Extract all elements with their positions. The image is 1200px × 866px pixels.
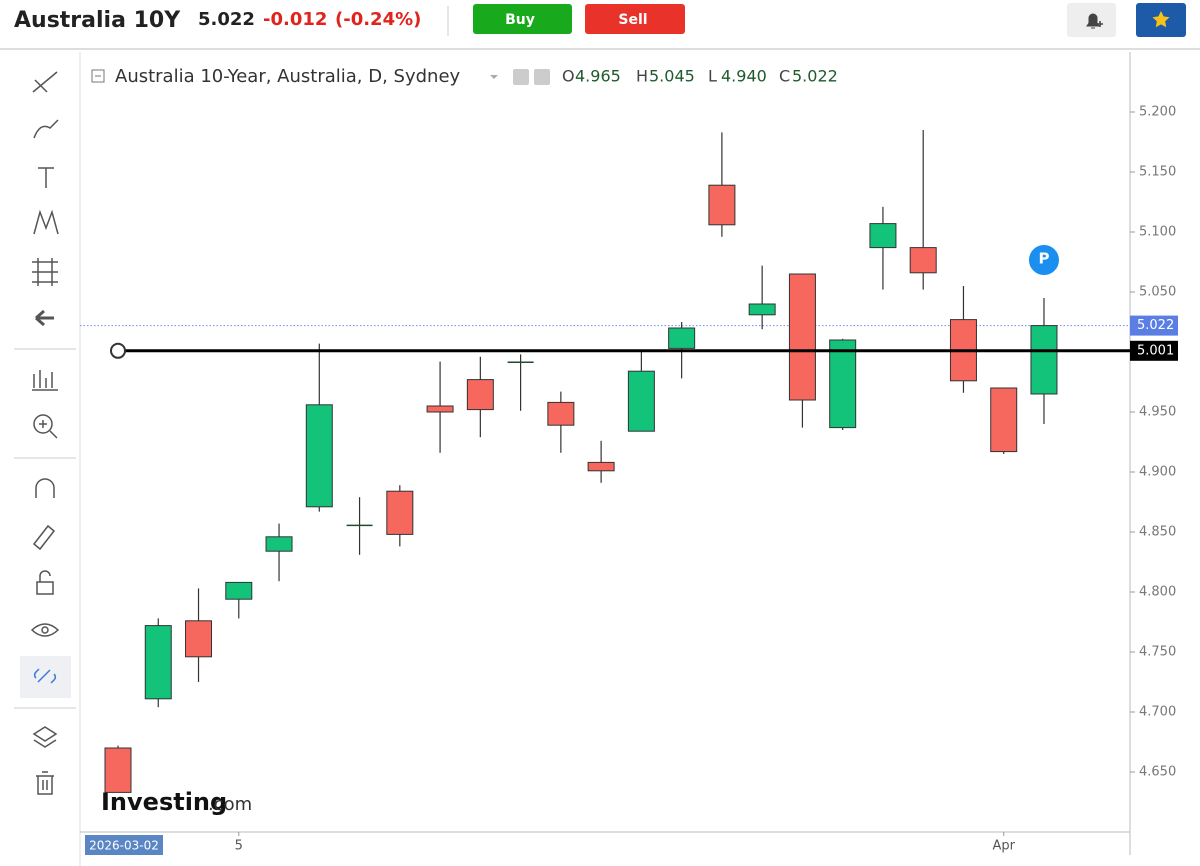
- candle-body: [708, 184, 736, 226]
- candle-body: [587, 461, 615, 472]
- last-price-box: [1130, 315, 1178, 336]
- ohlc-value: 5.045: [649, 67, 695, 86]
- last-price-label: 5.022: [1137, 318, 1174, 333]
- candle-body: [788, 273, 816, 401]
- marker-circle: [1026, 243, 1061, 277]
- candle-body: [466, 379, 494, 411]
- buy-button[interactable]: [473, 4, 572, 34]
- candle-body: [265, 536, 293, 552]
- tool-zoom-glass: [39, 420, 58, 439]
- y-tick-label: 4.750: [1139, 645, 1176, 660]
- star-icon: [1152, 11, 1170, 28]
- ohlc-value: 4.965: [575, 67, 621, 86]
- bell-icon: [1086, 13, 1100, 29]
- ohlc-letter: C: [779, 67, 790, 86]
- tool-eye[interactable]: [30, 623, 60, 637]
- settings-icon[interactable]: [534, 69, 550, 85]
- collapse-icon[interactable]: [91, 69, 105, 83]
- change-pct: (-0.24%): [335, 9, 421, 30]
- symbol: Australia 10Y: [14, 8, 181, 33]
- tool-unlock[interactable]: [36, 581, 54, 595]
- tool-text[interactable]: [38, 167, 54, 188]
- candle-body: [144, 625, 172, 700]
- candle-body: [225, 581, 253, 600]
- tool-link[interactable]: [33, 668, 57, 684]
- candle-body: [305, 404, 333, 508]
- candle-body: [185, 620, 213, 658]
- tool-pattern[interactable]: [33, 209, 59, 235]
- tool-brush[interactable]: [33, 119, 59, 139]
- tool-indicators[interactable]: [32, 370, 58, 391]
- tool-eye-pupil: [41, 626, 49, 634]
- ohlc-letter: H: [636, 67, 648, 86]
- x-label-box: [85, 835, 163, 855]
- settings-icon[interactable]: [513, 69, 529, 85]
- tool-lock-draw[interactable]: [32, 524, 56, 551]
- candle-body: [829, 339, 857, 429]
- sell-label[interactable]: Sell: [618, 12, 647, 28]
- plus-icon: [1097, 21, 1103, 27]
- candle-body: [869, 223, 897, 249]
- tool-unlock-shackle: [39, 570, 51, 582]
- candle-body: [104, 747, 132, 793]
- x-tick-label: Apr: [992, 839, 1015, 854]
- x-tick-label: 5: [235, 839, 243, 854]
- y-tick-label: 5.150: [1139, 165, 1176, 180]
- buy-label[interactable]: Buy: [505, 12, 535, 28]
- tool-layers[interactable]: [32, 726, 58, 748]
- candle-body: [1030, 325, 1058, 395]
- tool-fib[interactable]: [32, 258, 58, 286]
- horizontal-line-label: 5.001: [1137, 343, 1174, 358]
- y-tick-label: 5.100: [1139, 225, 1176, 240]
- ohlc-legend: O 4.965 H 5.045 L 4.940 C 5.022: [562, 67, 838, 86]
- tool-zoom[interactable]: [33, 414, 53, 434]
- y-tick-label: 4.800: [1139, 585, 1176, 600]
- toolbar: [14, 71, 76, 795]
- candle-body: [990, 387, 1018, 453]
- change: -0.012: [263, 9, 327, 30]
- ohlc-letter: O: [562, 67, 575, 86]
- sell-button[interactable]: [585, 4, 685, 34]
- y-tick-label: 4.650: [1139, 765, 1176, 780]
- y-tick-label: 4.950: [1139, 405, 1176, 420]
- y-tick-label: 4.850: [1139, 525, 1176, 540]
- marker-label: P: [1038, 250, 1049, 268]
- line-handle: [110, 342, 126, 359]
- candle-body: [748, 303, 776, 316]
- tool-link-bg[interactable]: [20, 656, 71, 698]
- candle-body: [426, 405, 454, 413]
- tool-trash[interactable]: [36, 771, 54, 795]
- tool-trend[interactable]: [32, 71, 58, 93]
- tool-magnet[interactable]: [35, 478, 55, 498]
- y-tick-label: 4.900: [1139, 465, 1176, 480]
- ohlc-value: 5.022: [792, 67, 838, 86]
- price: 5.022: [198, 9, 255, 30]
- tool-back[interactable]: [35, 309, 54, 327]
- candle-body: [547, 401, 575, 426]
- y-tick-label: 5.200: [1139, 105, 1176, 120]
- dropdown[interactable]: [490, 75, 498, 79]
- candle-body: [668, 327, 696, 349]
- chart-title: Australia 10-Year, Australia, D, Sydney: [115, 66, 461, 87]
- ohlc-value: 4.940: [721, 67, 767, 86]
- ohlc-letter: L: [708, 67, 717, 86]
- watermark-suffix: .com: [208, 794, 252, 815]
- x-tick-label: 2026-03-02: [89, 839, 159, 853]
- y-tick-label: 4.700: [1139, 705, 1176, 720]
- candle-body: [909, 247, 937, 274]
- candle-body: [386, 490, 414, 535]
- horizontal-line-box: [1130, 340, 1178, 361]
- y-tick-label: 5.050: [1139, 285, 1176, 300]
- candle-body: [627, 370, 655, 432]
